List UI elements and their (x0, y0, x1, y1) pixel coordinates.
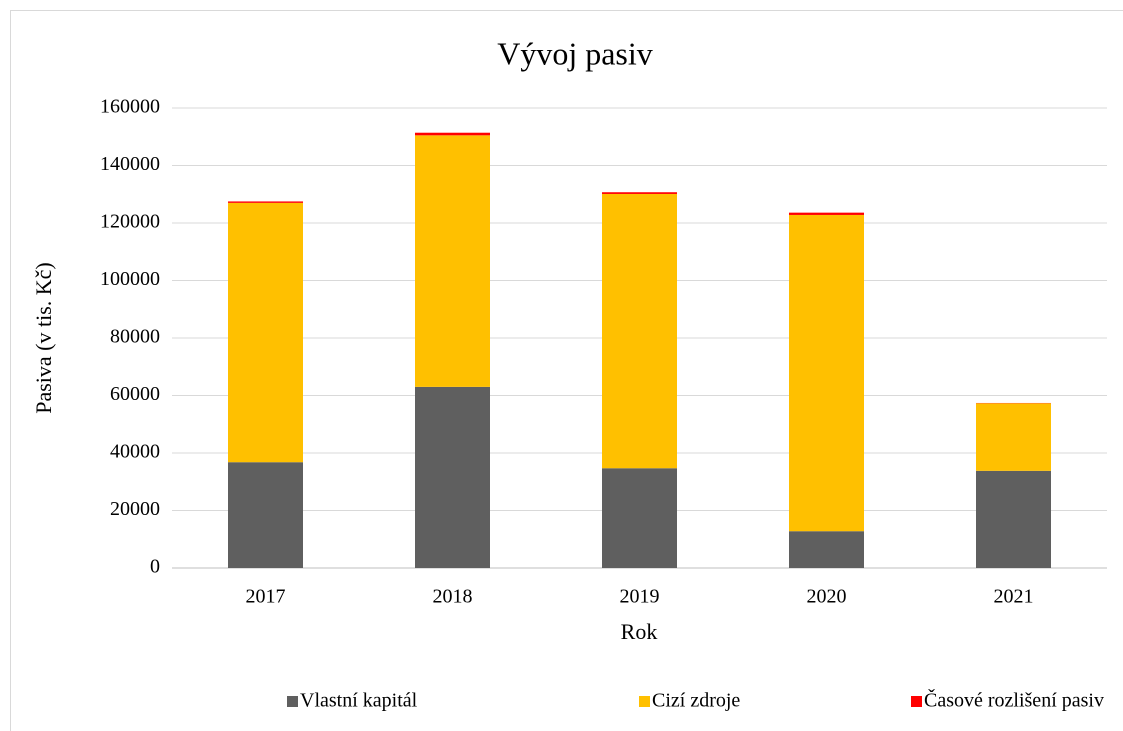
y-tick-label: 60000 (110, 383, 160, 405)
x-tick-label: 2019 (620, 586, 660, 608)
y-axis-title: Pasiva (v tis. Kč) (31, 262, 56, 414)
bar-segment (415, 386, 490, 568)
legend-swatch (287, 696, 298, 707)
bar-segment (602, 468, 677, 568)
bar-segment (789, 212, 864, 215)
bar-segment (789, 214, 864, 532)
legend-label: Časové rozlišení pasiv (924, 688, 1104, 712)
y-tick-label: 0 (150, 556, 160, 578)
chart-frame (10, 10, 1123, 731)
bar-segment (228, 201, 303, 203)
y-tick-label: 40000 (110, 441, 160, 463)
legend-label: Vlastní kapitál (300, 690, 418, 712)
y-tick-label: 160000 (100, 96, 160, 118)
chart-title: Vývoj pasiv (497, 35, 653, 71)
legend-swatch (639, 696, 650, 707)
x-tick-label: 2021 (994, 586, 1034, 608)
bar-segment (602, 193, 677, 469)
bar-segment (415, 132, 490, 136)
x-tick-label: 2018 (433, 586, 473, 608)
x-axis-title: Rok (621, 619, 658, 644)
legend-label: Cizí zdroje (652, 690, 740, 712)
bar-segment (228, 202, 303, 463)
x-tick-label: 2020 (807, 586, 847, 608)
y-tick-label: 100000 (100, 268, 160, 290)
bar-segment (789, 531, 864, 568)
y-tick-label: 140000 (100, 153, 160, 175)
bar-segment (976, 470, 1051, 568)
bar-segment (976, 403, 1051, 471)
legend-swatch (911, 696, 922, 707)
bar-segment (415, 135, 490, 387)
y-tick-label: 20000 (110, 498, 160, 520)
y-tick-label: 80000 (110, 326, 160, 348)
y-tick-label: 120000 (100, 211, 160, 233)
bar-segment (228, 462, 303, 568)
x-tick-label: 2017 (246, 586, 286, 608)
bar-segment (602, 192, 677, 194)
